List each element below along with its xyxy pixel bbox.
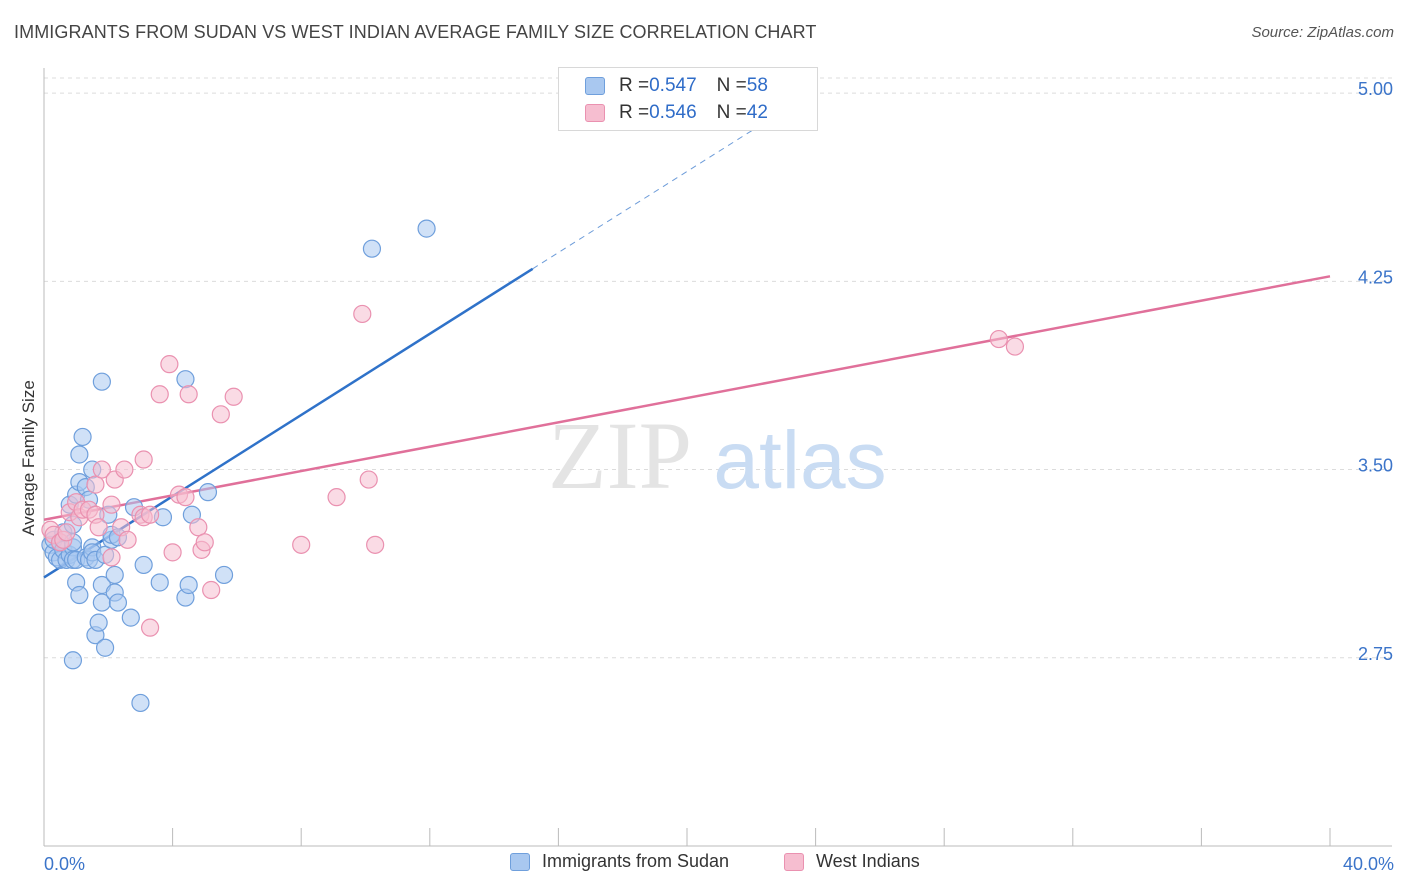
west-indians-point [224, 387, 243, 406]
y-tick-label: 3.50 [1358, 456, 1393, 476]
west-indians-trend-line [43, 275, 1331, 521]
r-value: 0.547 [649, 75, 697, 96]
legend-item-west-indians[interactable]: West Indians [784, 851, 920, 872]
west-indians-point [92, 460, 111, 479]
west-indians-point [211, 405, 230, 424]
west-indians-point [359, 470, 378, 489]
west-indians-point [89, 518, 108, 537]
sudan-point [70, 445, 89, 464]
sudan-point [417, 219, 436, 238]
west-indians-point [179, 385, 198, 404]
west-indians-point [353, 304, 372, 324]
sudan-point [214, 565, 234, 585]
west-indians-point [989, 329, 1008, 349]
west-indians-swatch [784, 852, 804, 871]
sudan-point [179, 575, 198, 595]
west-indians-point [160, 355, 179, 374]
sudan-point [95, 638, 115, 657]
sudan-trend-extension [532, 110, 784, 270]
west-indians-point [134, 450, 153, 469]
stats-row-sudan: R = 0.547 N = 58 [585, 73, 768, 99]
x-tick-label: 0.0% [44, 854, 85, 874]
sudan-point [89, 613, 108, 632]
r-label: R = [619, 102, 650, 123]
west-indians-point [118, 530, 137, 549]
x-tick-labels: 0.0% 40.0% [44, 854, 1394, 874]
watermark: ZIP atlas [548, 402, 887, 509]
west-indians-point [140, 618, 160, 637]
west-indians-point [102, 495, 121, 514]
y-tick-label: 2.75 [1358, 644, 1393, 664]
n-value: 58 [746, 75, 768, 96]
sudan-point [134, 555, 153, 575]
data-points [41, 219, 1025, 713]
west-indians-point [327, 488, 346, 507]
west-indians-point [202, 580, 221, 600]
sudan-point [92, 372, 111, 391]
west-indians-point [1005, 337, 1025, 356]
n-label: N = [716, 102, 747, 123]
y-tick-label: 5.00 [1358, 79, 1393, 99]
sudan-point [176, 370, 195, 389]
sudan-point [73, 427, 92, 447]
sudan-point [105, 565, 124, 585]
grid-lines [44, 77, 1392, 659]
n-value: 42 [746, 102, 768, 123]
sudan-point [121, 608, 140, 627]
watermark-atlas: atlas [713, 415, 886, 506]
west-indians-point [189, 518, 208, 537]
y-tick-labels: 2.75 3.50 4.25 5.00 [1358, 79, 1393, 664]
west-indians-point [86, 475, 105, 494]
west-indians-point [366, 535, 385, 554]
chart-title: IMMIGRANTS FROM SUDAN VS WEST INDIAN AVE… [14, 22, 817, 42]
r-value: 0.546 [649, 102, 697, 123]
west-indians-swatch [585, 104, 605, 122]
west-indians-point [195, 533, 214, 552]
west-indians-point [176, 488, 195, 507]
legend-label: Immigrants from Sudan [542, 851, 730, 871]
sudan-point [362, 239, 382, 258]
axes [43, 68, 1392, 847]
west-indians-point [57, 523, 76, 542]
stats-row-west-indians: R = 0.546 N = 42 [585, 100, 768, 126]
sudan-point [131, 693, 150, 713]
sudan-point [63, 651, 83, 670]
y-axis-title: Average Family Size [19, 380, 38, 536]
source-label: Source: ZipAtlas.com [1251, 24, 1394, 41]
stats-legend: R = 0.547 N = 58 R = 0.546 N = 42 [558, 67, 818, 131]
sudan-point [198, 483, 218, 502]
west-indians-point [115, 460, 134, 479]
sudan-point [70, 585, 89, 605]
watermark-zip: ZIP [548, 402, 692, 509]
west-indians-point [102, 548, 121, 567]
sudan-point [108, 593, 128, 612]
y-tick-label: 4.25 [1358, 267, 1393, 287]
sudan-swatch [510, 852, 530, 871]
series-legend: Immigrants from Sudan West Indians [0, 851, 1406, 877]
legend-item-sudan[interactable]: Immigrants from Sudan [510, 851, 729, 872]
legend-label: West Indians [816, 851, 920, 871]
x-tick-label: 40.0% [1343, 854, 1394, 874]
sudan-swatch [585, 77, 605, 95]
sudan-point [150, 573, 169, 592]
west-indians-point [292, 535, 311, 554]
n-label: N = [716, 75, 747, 96]
west-indians-point [163, 543, 182, 562]
west-indians-point [140, 505, 160, 524]
west-indians-point [150, 385, 169, 404]
r-label: R = [619, 75, 650, 96]
